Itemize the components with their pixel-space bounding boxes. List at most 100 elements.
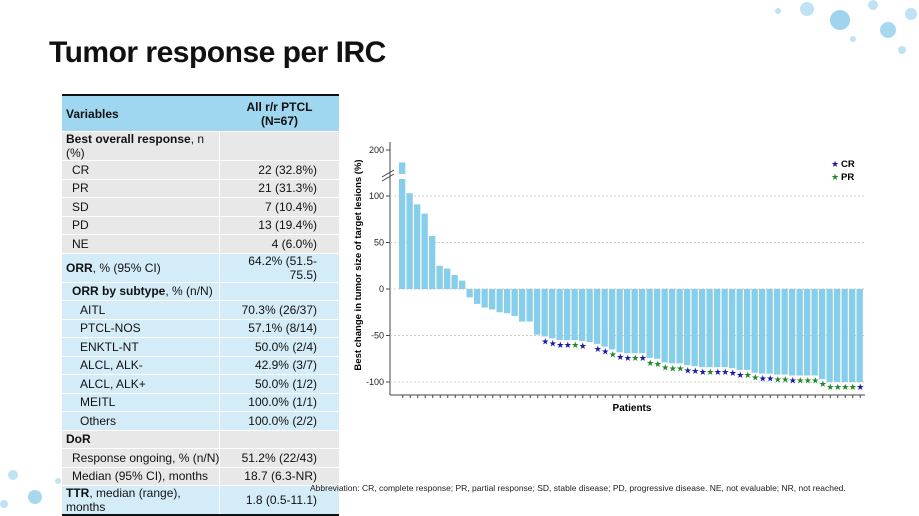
bar <box>721 289 728 368</box>
row-label: ALCL, ALK- <box>62 356 220 375</box>
row-label-bold: DoR <box>66 432 91 447</box>
bar <box>819 289 826 380</box>
bar <box>511 289 518 316</box>
row-label-text: , % (n/N) <box>165 284 213 299</box>
y-axis-label: Best change in tumor size of target lesi… <box>353 159 364 370</box>
star-pr: ★ <box>669 363 677 373</box>
row-label-text: PTCL-NOS <box>80 321 141 336</box>
star-pr: ★ <box>609 349 617 359</box>
star-pr: ★ <box>631 353 639 363</box>
bar <box>496 289 503 313</box>
star-cr: ★ <box>594 344 602 354</box>
star-pr: ★ <box>676 363 684 373</box>
row-value: 51.2% (22/43) <box>219 448 339 468</box>
star-pr: ★ <box>744 370 752 380</box>
legend-star: ★ <box>831 159 839 169</box>
footnote: Abbreviation: CR, complete response; PR,… <box>310 483 846 493</box>
star-pr: ★ <box>774 375 782 385</box>
bar <box>789 289 796 376</box>
row-label: ORR by subtype, % (n/N) <box>62 282 220 301</box>
axis-break-mark <box>381 169 395 178</box>
row-label-text: Others <box>80 413 117 428</box>
table-row: Best overall response, n (%) <box>62 131 339 161</box>
y-tick-label: -100 <box>366 377 384 387</box>
row-value: 50.0% (1/2) <box>219 374 339 394</box>
row-label-text: CR <box>72 162 90 177</box>
star-pr: ★ <box>654 359 662 369</box>
star-pr: ★ <box>819 379 827 389</box>
row-label: Others <box>62 411 220 431</box>
bar <box>601 289 608 347</box>
bar <box>796 289 803 376</box>
star-pr: ★ <box>849 382 857 392</box>
bar <box>564 289 571 341</box>
bar <box>639 289 646 354</box>
header-population-n: (N=67) <box>260 113 298 128</box>
bar <box>646 289 653 358</box>
bar <box>676 289 683 364</box>
row-label: PTCL-NOS <box>62 319 220 338</box>
row-label-text: , % (95% CI) <box>92 260 161 275</box>
star-cr: ★ <box>691 366 699 376</box>
bar <box>444 268 451 289</box>
table-row: Median (95% CI), months 18.7 (6.3-NR) <box>62 467 339 486</box>
x-axis-label: Patients <box>613 403 652 414</box>
row-value: 42.9% (3/7) <box>219 356 339 375</box>
star-cr: ★ <box>699 367 707 377</box>
y-tick-label: 50 <box>374 238 384 248</box>
star-cr: ★ <box>556 340 564 350</box>
row-label: Best overall response, n (%) <box>62 131 220 161</box>
bar <box>744 289 751 370</box>
bar <box>714 289 721 368</box>
bar <box>571 289 578 341</box>
bar <box>534 289 541 335</box>
row-value: 13 (19.4%) <box>219 216 339 235</box>
star-cr: ★ <box>541 336 549 346</box>
row-label: MEITL <box>62 393 220 412</box>
bar <box>729 289 736 369</box>
table-row: AITL 70.3% (26/37) <box>62 300 339 320</box>
row-value: 100.0% (1/1) <box>219 393 339 412</box>
row-label: ENKTL-NT <box>62 337 220 357</box>
row-value <box>219 282 339 301</box>
row-label-text: Median (95% CI), months <box>72 469 209 484</box>
table-row: TTR, median (range), months 1.8 (0.5-11.1… <box>62 485 339 516</box>
table-row: DoR <box>62 430 339 449</box>
row-label: SD <box>62 197 220 217</box>
table-row: ORR, % (95% CI) 64.2% (51.5-75.5) <box>62 253 339 283</box>
table-row: ENKTL-NT 50.0% (2/4) <box>62 337 339 357</box>
row-label-text: PD <box>72 218 89 233</box>
row-value <box>219 430 339 449</box>
bar <box>811 289 818 376</box>
bar <box>549 289 556 339</box>
row-label-text: , n (%) <box>66 132 205 160</box>
star-pr: ★ <box>841 382 849 392</box>
row-value: 21 (31.3%) <box>219 179 339 198</box>
star-cr: ★ <box>721 367 729 377</box>
bar <box>541 289 548 337</box>
row-label-text: SD <box>72 199 89 214</box>
bar <box>736 289 743 370</box>
bar <box>594 289 601 344</box>
axis-break-mark <box>381 173 395 182</box>
table-row: NE 4 (6.0%) <box>62 234 339 254</box>
row-value <box>219 131 339 161</box>
row-value: 100.0% (2/2) <box>219 411 339 431</box>
bar <box>691 289 698 367</box>
star-cr: ★ <box>684 365 692 375</box>
bar <box>399 162 406 289</box>
star-cr: ★ <box>616 352 624 362</box>
star-pr: ★ <box>804 375 812 385</box>
star-pr: ★ <box>571 340 579 350</box>
bar <box>826 289 833 382</box>
bar <box>489 289 496 310</box>
table-row: SD 7 (10.4%) <box>62 197 339 217</box>
table-row: CR 22 (32.8%) <box>62 160 339 180</box>
star-pr: ★ <box>781 375 789 385</box>
star-cr: ★ <box>549 338 557 348</box>
star-cr: ★ <box>579 341 587 351</box>
table-row: MEITL 100.0% (1/1) <box>62 393 339 412</box>
bar <box>856 289 863 382</box>
table-header: Variables All r/r PTCL (N=67) <box>62 94 339 132</box>
